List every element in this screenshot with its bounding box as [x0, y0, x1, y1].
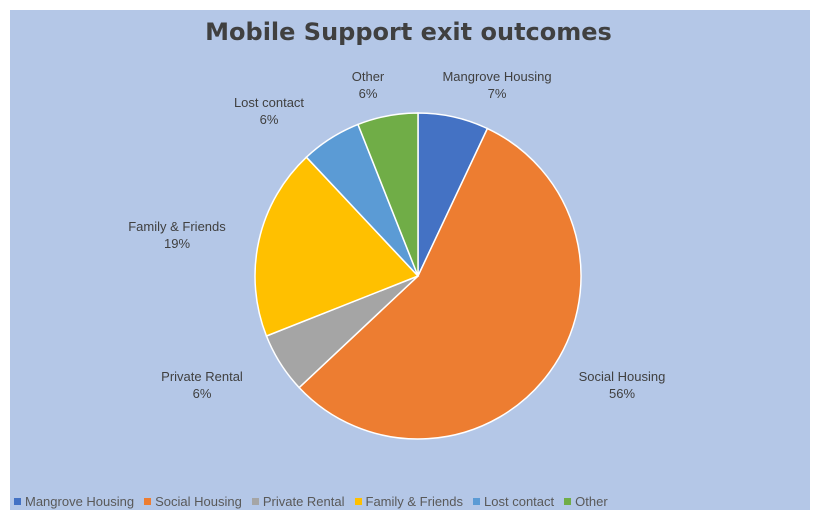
slice-label-value: 19% [163, 236, 191, 251]
slice-label-category: Private Rental [161, 369, 243, 384]
legend-swatch [144, 497, 152, 505]
slice-label-category: Other [351, 69, 385, 84]
legend-label: Mangrove Housing [25, 493, 135, 509]
slice-label-lost-contact: Lost contact 6% [234, 94, 304, 128]
legend-label: Other [575, 493, 608, 509]
slice-label-family-and-friends: Family & Friends 19% [128, 218, 226, 252]
legend-item-mangrove-housing: Mangrove Housing [14, 493, 134, 509]
legend-swatch [14, 497, 21, 505]
legend-swatch [354, 497, 362, 505]
slice-label-value: 6% [192, 386, 212, 401]
pie-slice-other [357, 112, 419, 277]
legend-item-lost-contact: Lost contact [473, 493, 554, 509]
slice-label-social-housing: Social Housing 56% [579, 368, 666, 402]
slice-label-value: 56% [608, 386, 636, 401]
legend-label: Social Housing [155, 493, 242, 509]
legend-swatch [564, 497, 572, 505]
legend-label: Private Rental [262, 493, 345, 509]
legend-item-social-housing: Social Housing [144, 493, 242, 509]
legend-item-private-rental: Private Rental [251, 493, 345, 509]
slice-label-category: Mangrove Housing [442, 69, 552, 84]
slice-label-private-rental: Private Rental 6% [161, 368, 243, 402]
legend-swatch [251, 497, 259, 505]
slice-label-category: Lost contact [233, 95, 305, 110]
legend-item-family-and-friends: Family & Friends [354, 493, 464, 509]
slice-label-other: Other 6% [352, 68, 385, 102]
slice-label-category: Social Housing [578, 369, 666, 384]
chart-legend: Mangrove Housing Social Housing Private Re… [14, 492, 810, 512]
pie-slice-family-and-friends [254, 156, 420, 337]
chart-title: Mobile Support exit outcomes [205, 18, 612, 46]
slice-label-mangrove-housing: Mangrove Housing 7% [442, 68, 551, 102]
pie-slice-social-housing [298, 127, 582, 440]
slice-label-value: 6% [259, 112, 279, 127]
slice-label-category: Family & Friends [128, 219, 226, 234]
legend-label: Family & Friends [365, 493, 464, 509]
legend-swatch [473, 497, 481, 505]
slice-label-value: 7% [487, 86, 507, 101]
legend-item-other: Other [564, 493, 608, 509]
slice-label-value: 6% [358, 86, 378, 101]
legend-label: Lost contact [484, 493, 555, 509]
